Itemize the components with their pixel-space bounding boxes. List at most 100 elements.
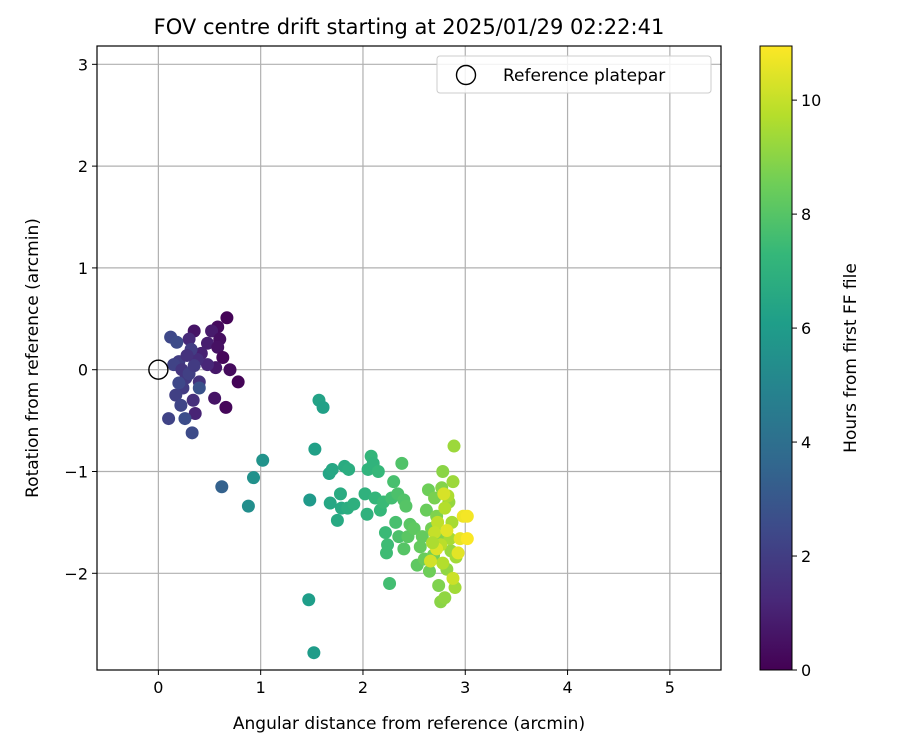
- data-point: [169, 388, 183, 402]
- x-tick-label: 4: [562, 678, 572, 697]
- data-point: [205, 324, 219, 338]
- data-point: [460, 532, 474, 546]
- data-point: [460, 509, 474, 523]
- data-point: [256, 453, 270, 467]
- data-point: [180, 348, 194, 362]
- data-point: [387, 475, 401, 489]
- data-point: [223, 363, 237, 377]
- data-point: [371, 465, 385, 479]
- data-point: [303, 493, 317, 507]
- x-tick-label: 3: [460, 678, 470, 697]
- colorbar-tick-label: 4: [801, 433, 811, 452]
- data-points: [162, 311, 474, 660]
- data-point: [446, 475, 460, 489]
- data-point: [170, 335, 184, 349]
- data-point: [247, 471, 261, 485]
- data-point: [174, 398, 188, 412]
- data-point: [415, 530, 429, 544]
- data-point: [182, 332, 196, 346]
- y-tick-label: −2: [64, 564, 88, 583]
- y-axis-label: Rotation from reference (arcmin): [23, 218, 43, 498]
- data-point: [413, 540, 427, 554]
- data-point: [323, 496, 337, 510]
- data-point: [325, 462, 339, 476]
- data-point: [451, 546, 465, 560]
- data-point: [302, 593, 316, 607]
- data-point: [216, 350, 230, 364]
- data-point: [188, 406, 202, 420]
- data-point: [378, 526, 392, 540]
- data-point: [383, 576, 397, 590]
- data-point: [200, 336, 214, 350]
- data-point: [241, 499, 255, 513]
- colorbar-tick-label: 0: [801, 661, 811, 680]
- data-point: [208, 391, 222, 405]
- x-axis-label: Angular distance from reference (arcmin): [233, 714, 585, 734]
- data-point: [219, 400, 233, 414]
- legend: Reference platepar: [436, 55, 712, 94]
- data-point: [330, 513, 344, 527]
- data-point: [438, 591, 452, 605]
- data-point: [307, 646, 321, 660]
- data-point: [447, 439, 461, 453]
- data-point: [392, 530, 406, 544]
- colorbar-tick-label: 8: [801, 205, 811, 224]
- data-point: [316, 400, 330, 414]
- data-point: [308, 442, 322, 456]
- data-point: [432, 579, 446, 593]
- data-point: [436, 556, 450, 570]
- data-point: [360, 507, 374, 521]
- data-point: [358, 487, 372, 501]
- colorbar: [759, 45, 793, 671]
- data-point: [220, 311, 234, 325]
- data-point: [397, 542, 411, 556]
- data-point: [186, 393, 200, 407]
- data-point: [419, 503, 433, 517]
- legend-marker: [455, 64, 477, 86]
- data-point: [162, 412, 176, 426]
- data-point: [185, 426, 199, 440]
- data-point: [379, 546, 393, 560]
- reference-platepar-marker: [148, 359, 169, 380]
- data-point: [446, 571, 460, 585]
- data-point: [399, 499, 413, 513]
- colorbar-ticks: 0 2 4 6 8 10: [792, 91, 821, 680]
- data-point: [431, 515, 445, 529]
- data-point: [437, 487, 451, 501]
- colorbar-tick-label: 10: [801, 91, 821, 110]
- y-tick-label: 1: [78, 259, 88, 278]
- data-point: [438, 501, 452, 515]
- chart-title: FOV centre drift starting at 2025/01/29 …: [154, 15, 665, 39]
- data-point: [342, 462, 356, 476]
- data-point: [422, 564, 436, 578]
- data-point: [389, 515, 403, 529]
- y-tick-label: 2: [78, 157, 88, 176]
- legend-entry-reference-platepar: Reference platepar: [503, 66, 665, 86]
- data-point: [172, 376, 186, 390]
- x-tick-label: 1: [256, 678, 266, 697]
- data-point: [423, 554, 437, 568]
- data-point: [200, 358, 214, 372]
- data-point: [426, 536, 440, 550]
- data-point: [333, 487, 347, 501]
- data-point: [436, 465, 450, 479]
- data-point: [187, 359, 201, 373]
- data-point: [428, 526, 442, 540]
- x-tick-label: 2: [358, 678, 368, 697]
- data-point: [231, 375, 245, 389]
- data-point: [407, 522, 421, 536]
- data-point: [215, 480, 229, 494]
- data-point: [347, 497, 361, 511]
- y-tick-label: 3: [78, 55, 88, 74]
- colorbar-tick-label: 2: [801, 547, 811, 566]
- x-tick-label: 5: [665, 678, 675, 697]
- legend-box: [436, 55, 712, 94]
- colorbar-tick-label: 6: [801, 319, 811, 338]
- data-point: [178, 412, 192, 426]
- data-point: [192, 381, 206, 395]
- grid-lines: [97, 46, 721, 670]
- x-tick-label: 0: [153, 678, 163, 697]
- data-point: [211, 340, 225, 354]
- y-tick-label: −1: [64, 463, 88, 482]
